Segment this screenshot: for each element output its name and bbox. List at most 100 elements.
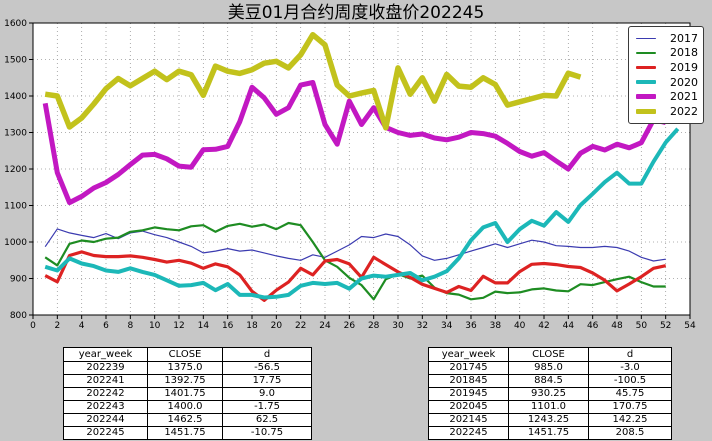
legend-item-2021: 2021 [636,89,698,104]
table-cell: 201845 [428,374,509,388]
table-cell: 202245 [428,426,509,440]
x-tick-label: 6 [103,321,109,331]
y-tick-label: 1200 [4,165,27,175]
x-tick-label: 28 [368,321,380,331]
x-tick-label: 12 [173,321,184,331]
x-tick-label: 16 [222,321,234,331]
x-tick-label: 14 [198,321,210,331]
y-tick-label: 1100 [4,202,27,212]
table-cell: 1451.75 [147,426,223,440]
table-cell: 202243 [63,400,148,414]
series-line-2021 [42,80,667,206]
week45-by-year-table: year_week CLOSE d 201745 985.0 -3.0 201845 884.… [428,347,672,440]
series-line-2017 [44,228,666,262]
table-cell: 202145 [428,413,509,427]
table-cell: 62.5 [222,413,312,427]
legend-line-swatch [636,51,656,54]
x-tick-label: 22 [295,321,306,331]
table-cell: 202245 [63,426,148,440]
x-tick-label: 50 [636,321,648,331]
x-tick-label: 44 [563,321,575,331]
table-cell: 202239 [63,361,148,375]
table-cell: 884.5 [508,374,589,388]
x-tick-label: 36 [465,321,477,331]
legend-item-2019: 2019 [636,60,698,75]
x-tick-label: 48 [611,321,623,331]
table-row: 202145 1243.25 142.25 [428,413,672,427]
table-cell: -56.5 [222,361,312,375]
legend-item-2018: 2018 [636,46,698,61]
legend-line-swatch [636,80,656,85]
table-row: 201945 930.25 45.75 [428,387,672,401]
x-tick-label: 42 [538,321,549,331]
table-cell: -1.75 [222,400,312,414]
table-header-cell: year_week [428,347,509,362]
legend-label: 2021 [670,90,698,104]
table-cell: 985.0 [508,361,589,375]
table-cell: -10.75 [222,426,312,440]
table-cell: 930.25 [508,387,589,401]
series-line-2020 [44,127,680,300]
x-tick-label: 24 [319,321,331,331]
table-header-cell: d [588,347,672,362]
table-row: 202239 1375.0 -56.5 [63,361,312,375]
x-tick-label: 46 [587,321,599,331]
x-tick-label: 4 [79,321,85,331]
table-cell: -100.5 [588,374,672,388]
x-tick-label: 40 [514,321,526,331]
legend-label: 2018 [670,46,698,60]
table-cell: 202244 [63,413,148,427]
legend-item-2017: 2017 [636,31,698,46]
table-header-cell: CLOSE [508,347,589,362]
x-tick-label: 2 [54,321,60,331]
recent-weeks-table: year_week CLOSE d 202239 1375.0 -56.5 202241 13… [63,347,312,440]
table-header-cell: d [222,347,312,362]
table-cell: 202241 [63,374,148,388]
y-tick-label: 900 [10,275,27,285]
table-cell: 1462.5 [147,413,223,427]
legend-line-swatch [636,94,656,99]
table-cell: 201745 [428,361,509,375]
table-row: 202245 1451.75 -10.75 [63,426,312,440]
legend-item-2020: 2020 [636,75,698,90]
table-row: 202241 1392.75 17.75 [63,374,312,388]
table-header-row: year_week CLOSE d [428,347,672,362]
y-tick-label: 1000 [4,238,27,248]
table-header-cell: CLOSE [147,347,223,362]
y-tick-label: 1400 [4,92,27,102]
table-row: 202045 1101.0 170.75 [428,400,672,414]
legend-item-2022: 2022 [636,104,698,119]
x-tick-label: 8 [127,321,133,331]
table-cell: 208.5 [588,426,672,440]
table-cell: 1451.75 [508,426,589,440]
legend-line-swatch [636,37,656,39]
table-row: 202242 1401.75 9.0 [63,387,312,401]
table-header-row: year_week CLOSE d [63,347,312,362]
legend: 2017 2018 2019 2020 2021 2022 [628,26,704,124]
table-cell: 1243.25 [508,413,589,427]
table-row: 202244 1462.5 62.5 [63,413,312,427]
table-cell: 45.75 [588,387,672,401]
x-tick-label: 20 [271,321,283,331]
chart-title: 美豆01月合约周度收盘价202245 [227,3,485,23]
table-header-cell: year_week [63,347,148,362]
table-row: 201845 884.5 -100.5 [428,374,672,388]
y-tick-label: 1500 [4,56,27,66]
y-tick-label: 800 [10,311,27,321]
series-line-2022 [44,31,582,131]
table-row: 202243 1400.0 -1.75 [63,400,312,414]
x-tick-label: 52 [660,321,671,331]
table-cell: 201945 [428,387,509,401]
table-cell: 1375.0 [147,361,223,375]
x-tick-label: 34 [441,321,453,331]
table-cell: 1392.75 [147,374,223,388]
table-cell: 202242 [63,387,148,401]
x-tick-label: 30 [392,321,404,331]
x-tick-label: 32 [417,321,428,331]
table-cell: 1400.0 [147,400,223,414]
legend-label: 2020 [670,75,698,89]
table-cell: 202045 [428,400,509,414]
x-tick-label: 0 [30,321,36,331]
legend-label: 2017 [670,31,698,45]
